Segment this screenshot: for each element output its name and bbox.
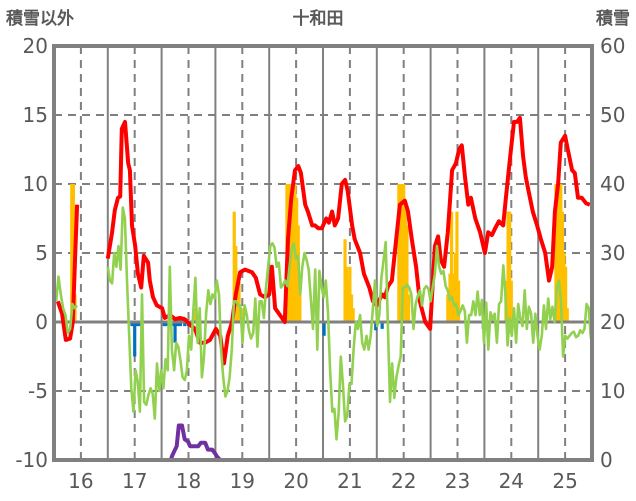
- yellow-bar: [403, 200, 407, 322]
- blue-bar: [380, 322, 384, 329]
- x-tick: 17: [122, 469, 147, 493]
- y-tick-left: 10: [23, 172, 48, 196]
- blue-bar: [133, 322, 137, 357]
- blue-bar: [173, 322, 177, 343]
- yellow-bar: [559, 184, 563, 322]
- yellow-bar: [562, 253, 566, 322]
- blue-bar: [374, 322, 378, 331]
- yellow-bar: [70, 184, 74, 322]
- blue-bar: [130, 322, 134, 327]
- yellow-bar: [508, 211, 512, 322]
- yellow-bar: [291, 184, 296, 322]
- x-tick: 19: [230, 469, 255, 493]
- yellow-bar: [455, 211, 459, 322]
- blue-bar: [178, 322, 183, 327]
- yellow-bar: [446, 294, 450, 322]
- y-tick-left: 5: [35, 241, 48, 265]
- y-tick-left: 20: [23, 34, 48, 58]
- x-tick: 21: [337, 469, 362, 493]
- blue-bar: [135, 322, 139, 327]
- yellow-bar: [506, 211, 510, 322]
- yellow-bar: [449, 211, 454, 322]
- y-tick-right: 60: [600, 34, 625, 58]
- x-tick: 16: [68, 469, 93, 493]
- green-line: [106, 206, 593, 441]
- y-tick-left: -5: [28, 379, 48, 403]
- yellow-bar: [554, 184, 558, 322]
- blue-bar: [137, 322, 141, 327]
- green-line: [54, 275, 79, 335]
- yellow-bar: [400, 184, 404, 322]
- chart-title: 十和田: [293, 8, 344, 29]
- lines: [54, 115, 593, 462]
- blue-bar: [162, 322, 166, 327]
- yellow-bar: [240, 308, 244, 322]
- y-tick-right: 0: [600, 448, 613, 472]
- yellow-bar: [509, 280, 513, 322]
- blue-bar: [165, 322, 169, 327]
- yellow-bar: [456, 280, 461, 322]
- blue-bar: [183, 322, 187, 327]
- yellow-bar: [346, 280, 350, 322]
- yellow-bar: [405, 225, 409, 322]
- yellow-bar: [402, 184, 406, 322]
- y-tick-right: 10: [600, 379, 625, 403]
- yellow-bar: [406, 294, 411, 322]
- right-axis-label: 積雪: [596, 8, 630, 29]
- y-tick-left: -10: [15, 448, 48, 472]
- blue-bar: [176, 322, 180, 327]
- left-axis-label: 積雪以外: [6, 8, 74, 29]
- x-tick: 24: [499, 469, 524, 493]
- yellow-bar: [557, 184, 561, 322]
- yellow-bar: [565, 308, 569, 322]
- yellow-bar: [453, 253, 457, 322]
- yellow-bar: [351, 308, 355, 322]
- red-line: [105, 115, 591, 366]
- yellow-bar: [298, 280, 302, 322]
- yellow-bar: [232, 211, 236, 322]
- yellow-bar: [555, 184, 560, 322]
- yellow-bar: [345, 266, 349, 322]
- yellow-bar: [348, 266, 352, 322]
- plot-frame: [52, 44, 594, 462]
- x-tick: 18: [176, 469, 201, 493]
- yellow-bar: [560, 211, 565, 322]
- y-tick-right: 30: [600, 241, 625, 265]
- yellow-bar: [397, 184, 401, 322]
- x-tick: 23: [445, 469, 470, 493]
- red-line: [55, 204, 80, 342]
- x-tick: 25: [552, 469, 577, 493]
- frame: [52, 44, 594, 462]
- y-tick-left: 0: [35, 310, 48, 334]
- y-tick-right: 20: [600, 310, 625, 334]
- yellow-bar: [237, 281, 241, 322]
- blue-bar: [322, 322, 326, 336]
- x-tick: 20: [283, 469, 308, 493]
- y-tick-right: 50: [600, 103, 625, 127]
- y-tick-right: 40: [600, 172, 625, 196]
- y-tick-left: 15: [23, 103, 48, 127]
- yellow-bar: [349, 294, 354, 322]
- yellow-bar: [295, 197, 299, 322]
- yellow-bar: [343, 239, 347, 322]
- yellow-bar: [564, 266, 568, 322]
- x-tick: 22: [391, 469, 416, 493]
- purple-line: [107, 423, 590, 462]
- yellow-bar: [398, 184, 403, 322]
